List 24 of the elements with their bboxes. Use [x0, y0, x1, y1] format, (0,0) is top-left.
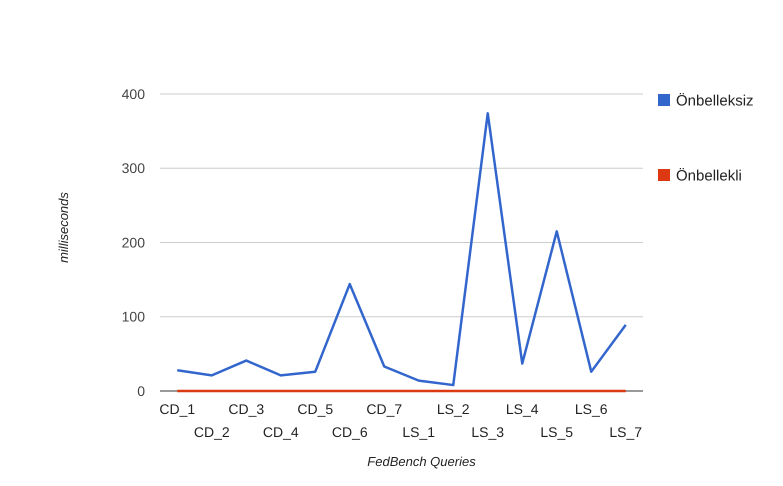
- y-tick-label: 100: [122, 308, 146, 325]
- x-axis-title: FedBench Queries: [367, 454, 476, 469]
- legend-label: Önbelleksiz: [676, 92, 754, 110]
- x-tick-label: LS_1: [402, 424, 436, 440]
- x-tick-label: LS_3: [471, 424, 504, 440]
- x-tick-label: LS_7: [609, 424, 642, 440]
- x-tick-label: CD_6: [332, 424, 368, 440]
- x-tick-label: LS_6: [574, 401, 608, 417]
- x-tick-label: CD_2: [194, 424, 230, 440]
- x-tick-label: CD_1: [159, 401, 196, 417]
- x-tick-label: CD_3: [228, 401, 264, 417]
- x-tick-label: LS_2: [436, 401, 470, 417]
- y-tick-label: 300: [122, 160, 146, 176]
- legend-label: Önbellekli: [676, 167, 742, 184]
- y-tick-label: 0: [137, 382, 146, 399]
- x-tick-label: LS_5: [540, 424, 574, 440]
- x-tick-label: CD_4: [262, 424, 299, 440]
- x-tick-label: CD_7: [366, 401, 402, 417]
- y-axis-title: milliseconds: [56, 192, 71, 263]
- x-tick-label: LS_4: [506, 401, 539, 417]
- x-tick-label: CD_5: [297, 401, 334, 417]
- y-tick-label: 400: [122, 86, 146, 102]
- y-tick-label: 200: [122, 234, 146, 250]
- line-series: [176, 112, 627, 386]
